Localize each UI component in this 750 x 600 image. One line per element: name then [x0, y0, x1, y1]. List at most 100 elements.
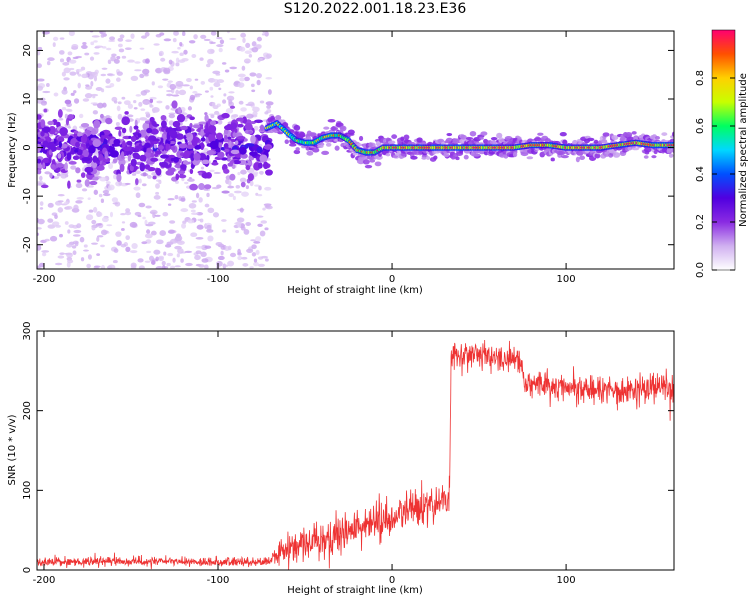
spectrogram-cell — [153, 195, 161, 200]
spectrogram-cell — [403, 134, 410, 140]
spectrogram-cell — [317, 144, 324, 149]
spectrogram-cell — [91, 35, 100, 38]
spectrogram-cell — [152, 140, 159, 145]
spectrogram-cell — [153, 249, 161, 255]
spectrogram-cell — [138, 178, 142, 184]
spectrogram-cell — [170, 146, 176, 151]
spectrogram-cell — [82, 133, 87, 142]
spectrogram-cell — [194, 254, 201, 261]
spectrogram-cell — [69, 67, 75, 71]
spectrogram-cell — [103, 193, 111, 197]
spectrogram-cell — [38, 182, 43, 186]
spectrogram-cell — [57, 194, 65, 197]
spectrogram-cell — [101, 67, 108, 70]
spectrogram-cell — [157, 85, 164, 89]
spectrogram-cell — [63, 77, 70, 81]
spectrogram-cell — [127, 103, 133, 109]
spectrogram-cell — [210, 41, 216, 44]
spectrogram-cell — [217, 151, 225, 159]
spectrogram-cell — [172, 257, 176, 263]
spectrogram-cell — [244, 122, 253, 131]
spectrogram-cell — [151, 120, 157, 126]
spectrogram-cell — [81, 44, 88, 49]
spectrogram-cell — [178, 89, 187, 96]
spectrogram-cell — [59, 50, 65, 55]
spectrogram-cell — [131, 243, 138, 250]
spectrogram-cell — [229, 105, 236, 109]
spectrogram-cell — [135, 94, 142, 97]
spectrogram-cell — [284, 139, 289, 145]
spectrogram-cell — [175, 62, 180, 67]
spectrogram-cell — [265, 205, 273, 210]
spectrogram-cell — [671, 131, 674, 137]
spectrogram-cell — [64, 201, 69, 205]
spectrogram-cell — [81, 149, 89, 158]
spectrogram-cell — [81, 188, 88, 192]
colorbar: 0.0 0.2 0.4 0.6 0.8 Normalized spectral ampl… — [695, 29, 749, 278]
spectrogram-cell — [192, 138, 198, 147]
spectrogram-cell — [146, 229, 151, 234]
spectrogram-cell — [215, 147, 221, 153]
spectrogram-cell — [143, 147, 147, 153]
colorbar-tick-label: 0.2 — [695, 214, 706, 230]
spectrogram-cell — [74, 149, 79, 153]
spectrogram-cell — [239, 207, 244, 213]
spectrogram-cell — [612, 152, 621, 158]
top-y-tick-label: 10 — [22, 93, 33, 106]
spectrogram-cell — [73, 229, 82, 234]
spectrogram-cell — [70, 165, 77, 170]
spectrogram-cell — [60, 173, 68, 179]
spectrogram-cell — [112, 202, 118, 205]
spectrogram-cell — [625, 131, 633, 138]
spectrogram-cell — [133, 99, 137, 104]
spectrogram-cell — [57, 255, 65, 259]
spectrogram-cell — [167, 80, 173, 83]
spectrogram-cell — [559, 132, 567, 137]
spectrogram-cell — [240, 32, 247, 38]
spectrogram-cell — [43, 108, 48, 113]
spectrogram-cell — [145, 205, 152, 209]
spectrogram-cell — [472, 153, 481, 157]
spectrogram-cell — [177, 248, 184, 254]
spectrogram-cell — [594, 153, 601, 159]
spectrogram-cell — [122, 146, 132, 152]
spectrogram-cell — [116, 240, 122, 246]
spectrogram-cell — [239, 146, 247, 155]
spectrogram-cell — [121, 116, 131, 126]
spectrogram-cell — [260, 220, 268, 224]
spectrogram-cell — [178, 174, 187, 179]
spectrogram-cell — [68, 161, 77, 165]
spectrogram-cell — [182, 160, 189, 166]
spectrogram-cell — [225, 108, 234, 114]
spectrogram-cell — [108, 162, 114, 169]
spectrogram-cell — [228, 147, 233, 157]
spectrogram-cell — [37, 244, 42, 247]
spectrogram-cell — [410, 155, 418, 160]
spectrogram-cell — [169, 220, 176, 224]
spectrogram-cell — [171, 50, 179, 54]
spectrogram-cell — [198, 264, 205, 268]
spectrogram-cell — [93, 265, 101, 268]
spectrogram-cell — [257, 263, 265, 267]
spectrogram-cell — [90, 93, 99, 97]
spectrogram-cell — [227, 136, 232, 140]
spectrogram-cell — [149, 98, 154, 103]
spectrogram-cell — [40, 119, 46, 129]
spectrogram-cell — [242, 116, 247, 124]
spectrogram-cell — [223, 168, 230, 174]
spectrogram-cell — [375, 140, 382, 147]
spectrogram-cell — [105, 117, 113, 125]
spectrogram-cell — [575, 156, 580, 163]
spectrogram-cell — [165, 105, 170, 110]
colorbar-tick-label: 0.0 — [695, 262, 706, 278]
spectrogram-cell — [37, 50, 41, 56]
spectrogram-cell — [66, 252, 73, 258]
spectrogram-cell — [560, 155, 569, 159]
spectrogram-cell — [39, 207, 44, 210]
spectrogram-cell — [125, 235, 130, 241]
spectrogram-cell — [80, 122, 90, 128]
spectrogram-cell — [41, 250, 50, 253]
spectrogram-cell — [139, 47, 145, 50]
spectrogram-cell — [129, 250, 138, 254]
spectrogram-cell — [221, 112, 230, 119]
